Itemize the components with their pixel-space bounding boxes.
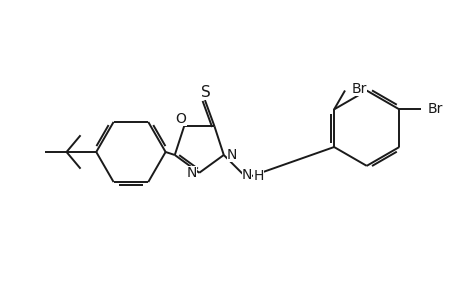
Text: Br: Br [426,102,442,116]
Text: H: H [253,169,263,183]
Text: S: S [201,85,210,100]
Text: N: N [241,168,252,182]
Text: Br: Br [350,82,366,95]
Text: N: N [186,166,196,180]
Text: O: O [175,112,186,126]
Text: N: N [226,148,236,162]
